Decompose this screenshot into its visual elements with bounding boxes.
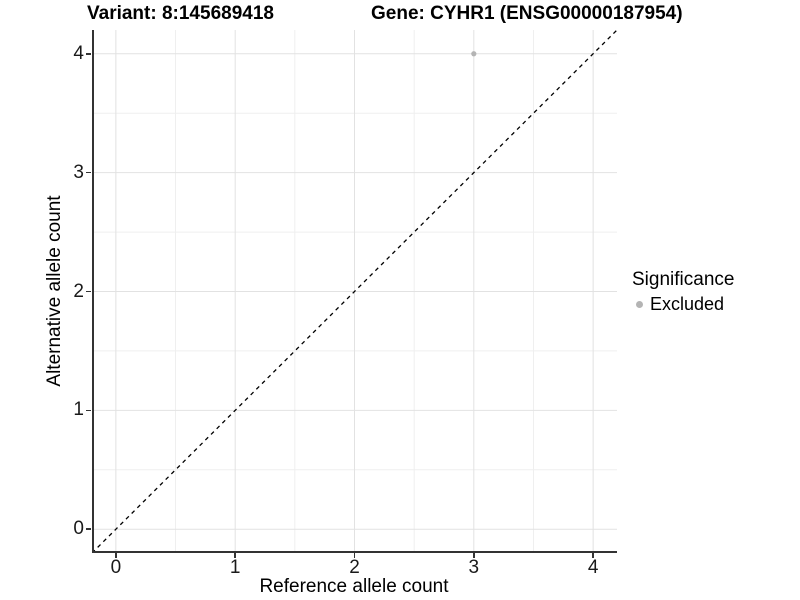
y-tick-label: 4 <box>73 42 84 64</box>
legend-key-dot-icon <box>636 301 643 308</box>
y-tick-mark <box>86 409 91 412</box>
y-tick-label: 3 <box>73 161 84 183</box>
y-tick-label: 1 <box>73 399 84 421</box>
variant-title: Variant: 8:145689418 <box>87 3 274 24</box>
x-tick-label: 3 <box>468 557 480 578</box>
y-tick-mark <box>86 53 91 55</box>
y-tick-label: 2 <box>73 280 84 302</box>
y-axis-title: Alternative allele count <box>44 195 65 387</box>
x-tick-label: 4 <box>587 557 599 578</box>
x-tick-mark <box>473 553 475 558</box>
plot-panel <box>92 30 617 553</box>
x-tick-label: 1 <box>229 557 241 578</box>
legend-item-label: Excluded <box>650 294 725 314</box>
x-axis-title: Reference allele count <box>259 576 449 597</box>
legend: Significance Excluded <box>629 269 734 315</box>
y-tick-label: 0 <box>73 518 84 540</box>
gene-title: Gene: CYHR1 (ENSG00000187954) <box>371 3 683 24</box>
x-tick-mark <box>234 553 236 558</box>
x-tick-mark <box>115 553 117 558</box>
y-tick-mark <box>86 171 91 174</box>
data-point-excluded <box>471 51 477 57</box>
x-tick-mark <box>353 553 356 558</box>
x-tick-label: 0 <box>110 557 122 578</box>
x-tick-mark <box>592 553 594 558</box>
x-tick-label: 2 <box>349 557 360 578</box>
y-tick-mark <box>86 290 91 293</box>
identity-reference-line <box>92 30 617 553</box>
y-tick-mark <box>86 528 91 530</box>
legend-item-excluded: Excluded <box>629 294 734 315</box>
legend-title: Significance <box>632 269 735 290</box>
